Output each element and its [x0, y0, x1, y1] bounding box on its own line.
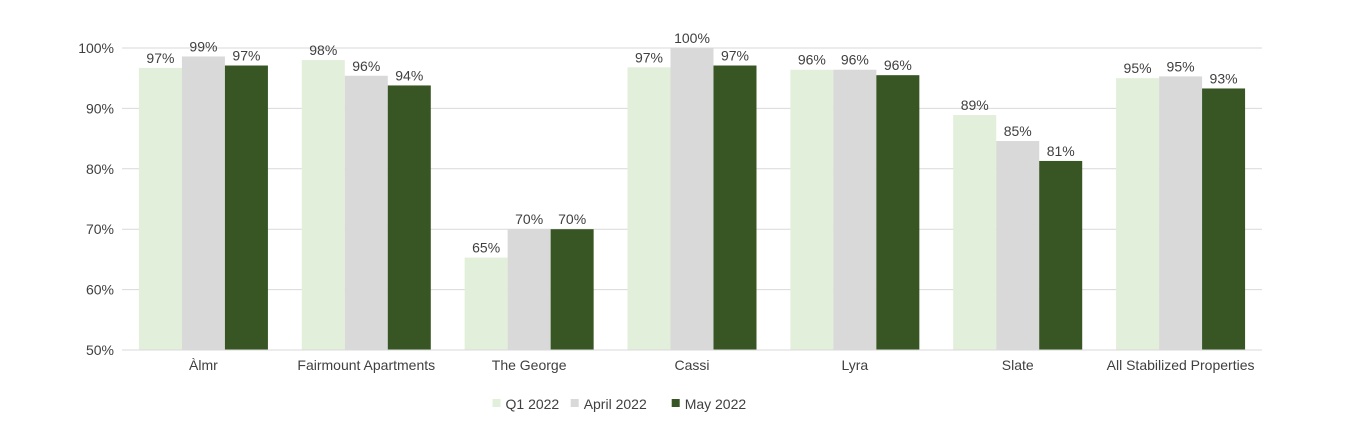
bar [953, 115, 997, 350]
legend-swatch [671, 399, 680, 407]
data-label: 100% [674, 30, 710, 46]
data-label: 96% [798, 52, 826, 68]
bar [550, 229, 594, 350]
y-tick-label: 80% [86, 161, 114, 177]
legend: Q1 2022 April 2022 May 2022 [492, 396, 747, 412]
legend-swatch [492, 399, 501, 407]
legend-label: April 2022 [584, 396, 647, 412]
bar [790, 69, 834, 350]
bar [224, 65, 268, 351]
bar [713, 65, 757, 351]
legend-label: Q1 2022 [506, 396, 560, 412]
data-label: 93% [1210, 70, 1238, 86]
data-label: 85% [1004, 123, 1032, 139]
data-label: 97% [146, 50, 174, 66]
bar [138, 67, 182, 350]
data-label: 94% [395, 67, 423, 83]
y-tick-label: 90% [86, 100, 114, 116]
bar [181, 56, 225, 351]
data-label: 95% [1167, 58, 1195, 74]
data-label: 97% [232, 48, 260, 64]
data-label: 96% [841, 52, 869, 68]
x-axis: Àlmr Fairmount Apartments The George Cassi L… [122, 349, 1262, 373]
category-label: Àlmr [189, 357, 218, 373]
data-label: 97% [635, 49, 663, 65]
category-label: All Stabilized Properties [1107, 357, 1255, 373]
bar [301, 60, 345, 351]
category-label: Fairmount Apartments [297, 357, 435, 373]
bar [627, 67, 671, 350]
bar [1202, 88, 1246, 350]
data-label: 89% [961, 97, 989, 113]
bar [344, 75, 388, 350]
y-tick-label: 50% [86, 342, 114, 358]
data-label: 95% [1124, 60, 1152, 76]
data-label: 65% [472, 240, 500, 256]
bar [996, 141, 1040, 350]
bar [670, 48, 714, 350]
data-label: 81% [1047, 143, 1075, 159]
bar [1116, 78, 1160, 350]
data-labels: 97% 99% 97% 98% 96% 94% 65% 70% 70% 97% 100% 97% 96%… [146, 30, 1237, 256]
y-axis: 50% 60% 70% 80% 90% 100% [78, 40, 114, 358]
legend-label: May 2022 [685, 396, 747, 412]
data-label: 98% [309, 42, 337, 58]
category-label: Cassi [674, 357, 709, 373]
data-label: 99% [189, 38, 217, 54]
legend-swatch [570, 399, 579, 407]
bar [833, 69, 877, 350]
category-label: Lyra [841, 357, 868, 373]
bars [138, 48, 1246, 351]
data-label: 96% [884, 57, 912, 73]
data-label: 97% [721, 48, 749, 64]
y-tick-label: 60% [86, 282, 114, 298]
bar [1159, 76, 1203, 350]
y-tick-label: 100% [78, 40, 114, 56]
bar [464, 257, 508, 350]
category-label: The George [492, 357, 567, 373]
bar [1039, 160, 1083, 350]
bar [876, 75, 920, 351]
data-label: 70% [515, 211, 543, 227]
bar [507, 229, 551, 350]
data-label: 70% [558, 211, 586, 227]
data-label: 96% [352, 58, 380, 74]
category-label: Slate [1002, 357, 1034, 373]
y-tick-label: 70% [86, 221, 114, 237]
bar [387, 85, 431, 350]
